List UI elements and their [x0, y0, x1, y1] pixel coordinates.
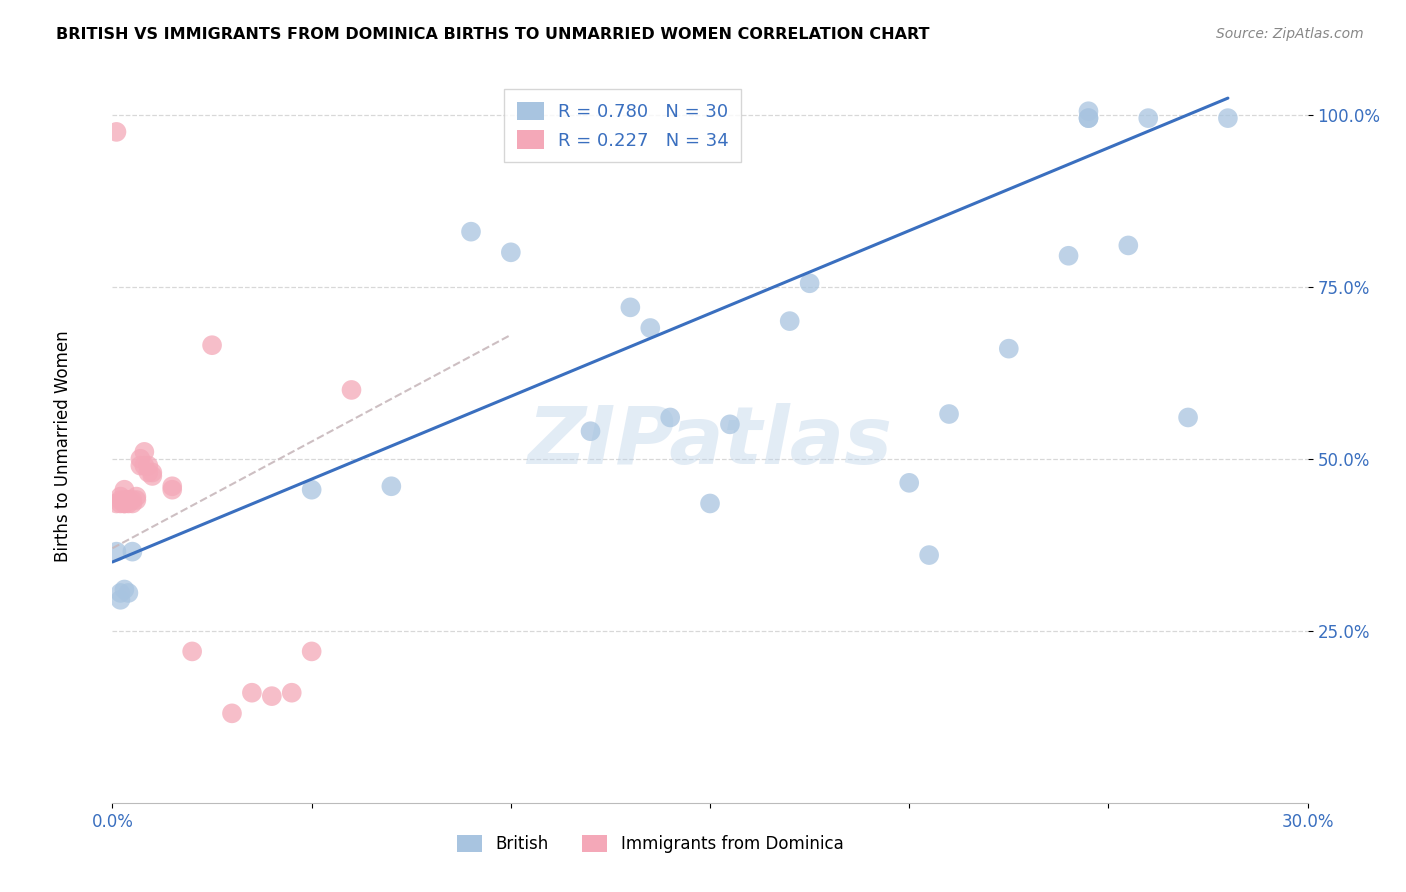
Point [121, 493, 143, 508]
Point [162, 483, 183, 497]
Point [499, 245, 522, 260]
Point [619, 301, 641, 315]
Legend: British, Immigrants from Dominica: British, Immigrants from Dominica [450, 828, 851, 860]
Point [640, 321, 662, 335]
Point [105, 125, 128, 139]
Point [181, 644, 204, 658]
Point [1057, 249, 1080, 263]
Point [938, 407, 960, 421]
Point [1137, 111, 1160, 125]
Point [141, 469, 163, 483]
Point [110, 496, 132, 510]
Point [121, 544, 143, 558]
Point [1077, 111, 1099, 125]
Point [110, 592, 132, 607]
Point [105, 544, 128, 558]
Point [114, 493, 135, 508]
Point [125, 493, 148, 508]
Point [718, 417, 741, 432]
Point [260, 689, 283, 703]
Point [898, 475, 921, 490]
Point [340, 383, 363, 397]
Point [129, 458, 152, 473]
Point [998, 342, 1021, 356]
Point [1118, 238, 1140, 252]
Point [129, 451, 152, 466]
Point [779, 314, 801, 328]
Point [1216, 111, 1239, 125]
Point [1177, 410, 1199, 425]
Point [659, 410, 682, 425]
Point [1077, 104, 1099, 119]
Point [117, 493, 139, 508]
Point [110, 586, 132, 600]
Point [799, 277, 821, 291]
Point [117, 586, 139, 600]
Point [699, 496, 721, 510]
Point [134, 445, 156, 459]
Point [114, 496, 135, 510]
Point [134, 458, 156, 473]
Point [1077, 111, 1099, 125]
Point [240, 686, 263, 700]
Point [117, 496, 139, 510]
Point [380, 479, 402, 493]
Point [125, 490, 148, 504]
Point [579, 424, 602, 438]
Point [301, 483, 323, 497]
Point [281, 686, 304, 700]
Point [105, 496, 128, 510]
Text: BRITISH VS IMMIGRANTS FROM DOMINICA BIRTHS TO UNMARRIED WOMEN CORRELATION CHART: BRITISH VS IMMIGRANTS FROM DOMINICA BIRT… [56, 27, 929, 42]
Point [114, 483, 135, 497]
Text: ZIPatlas: ZIPatlas [527, 402, 893, 481]
Point [121, 496, 143, 510]
Point [138, 466, 160, 480]
Point [138, 458, 160, 473]
Point [301, 644, 323, 658]
Point [117, 493, 139, 508]
Text: Source: ZipAtlas.com: Source: ZipAtlas.com [1216, 27, 1364, 41]
Point [110, 493, 132, 508]
Point [114, 496, 135, 510]
Point [110, 490, 132, 504]
Point [141, 466, 163, 480]
Text: Births to Unmarried Women: Births to Unmarried Women [55, 330, 72, 562]
Point [201, 338, 224, 352]
Point [221, 706, 243, 721]
Point [114, 582, 135, 597]
Point [460, 225, 482, 239]
Point [162, 479, 183, 493]
Point [918, 548, 941, 562]
